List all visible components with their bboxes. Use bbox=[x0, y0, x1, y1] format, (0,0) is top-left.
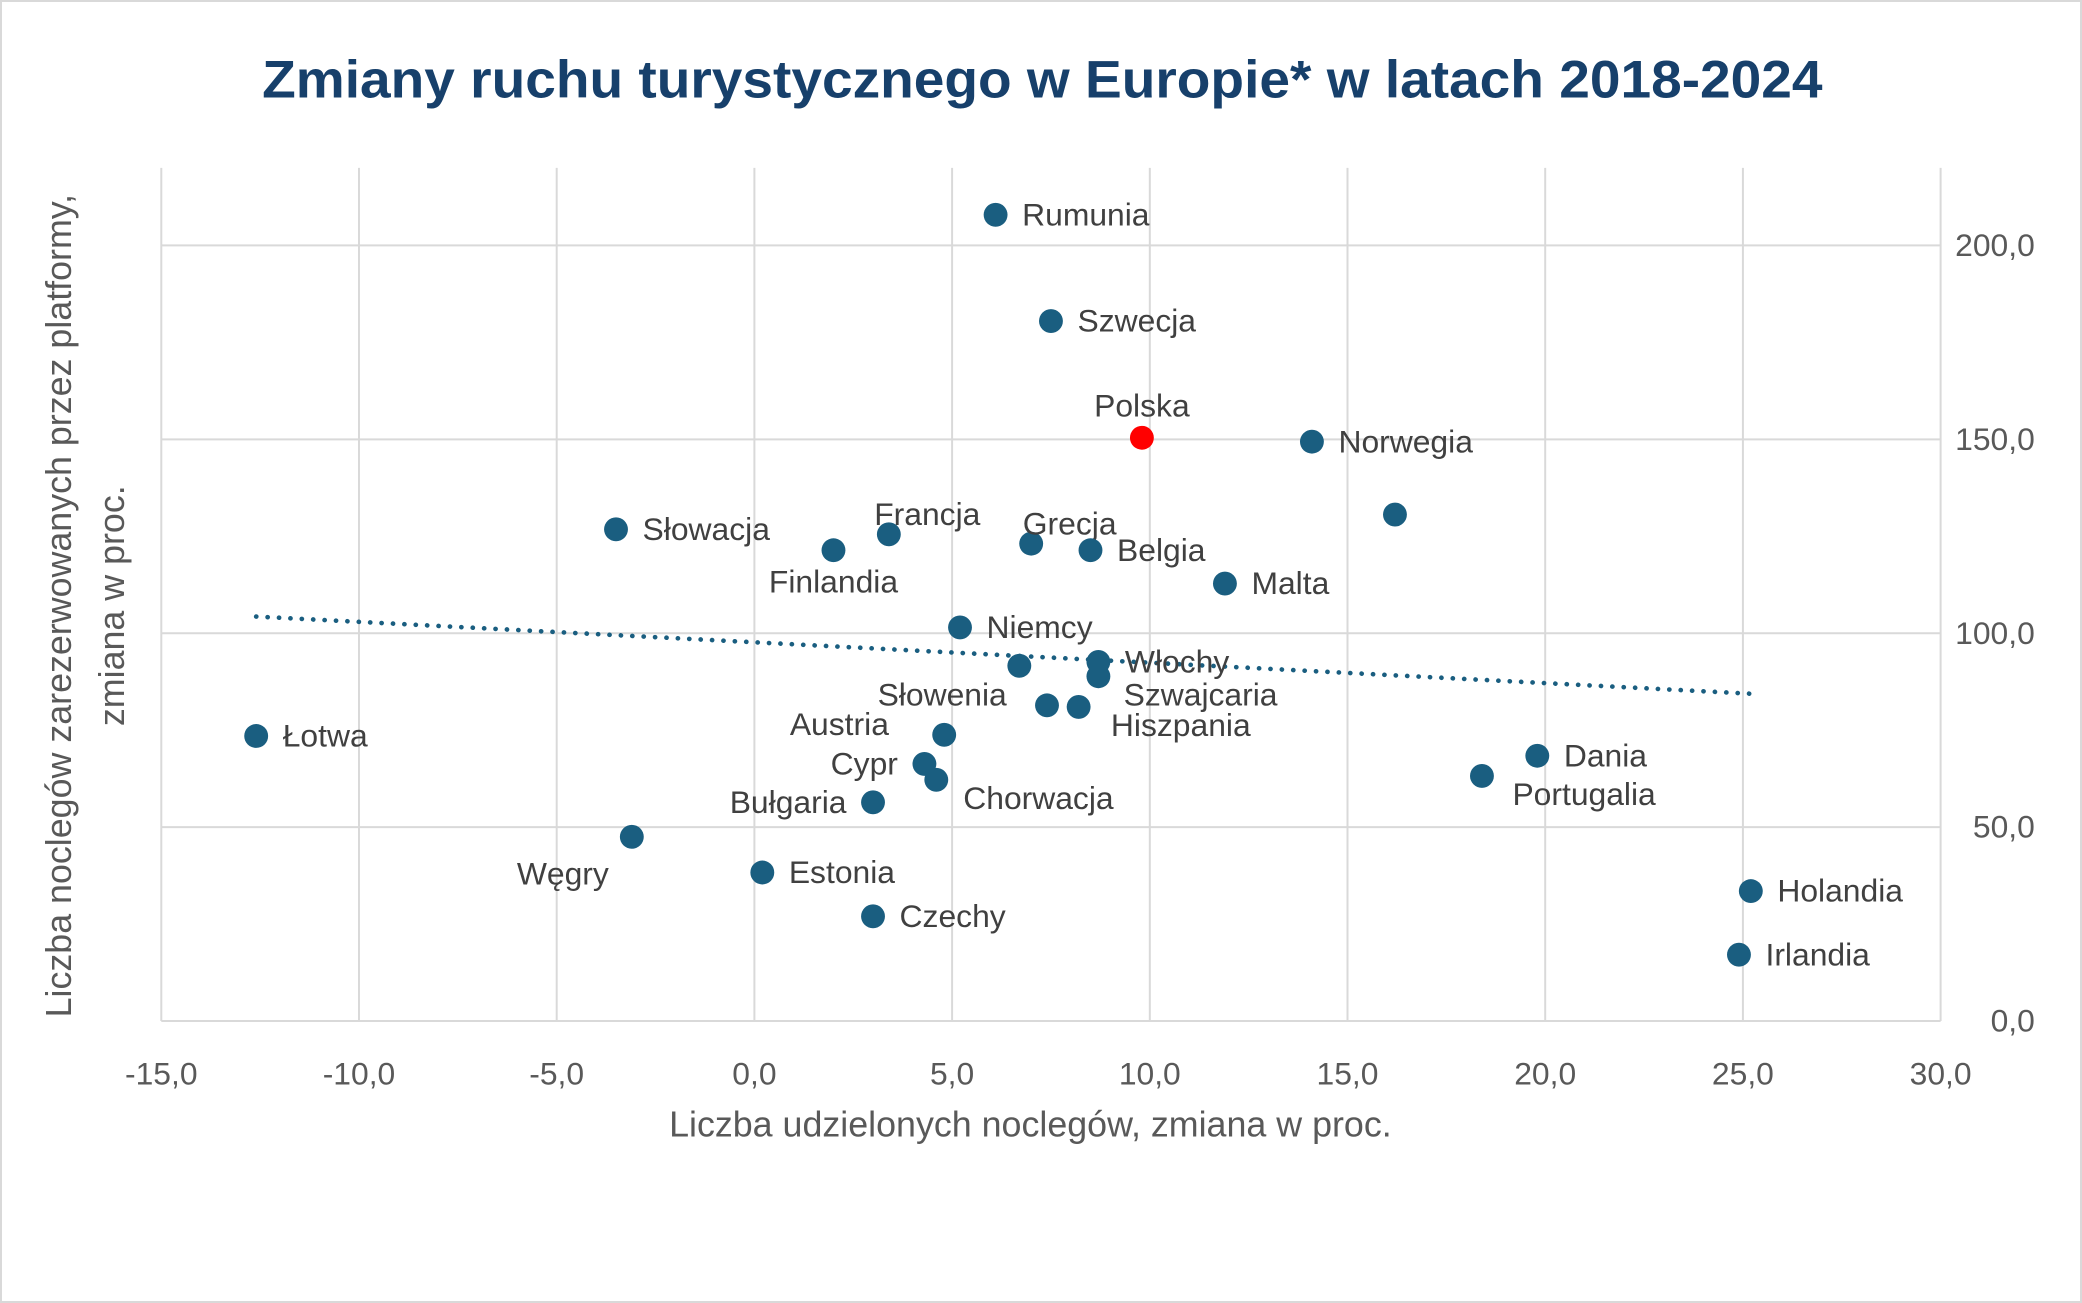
data-label: Bułgaria bbox=[730, 784, 847, 820]
y-axis-label-line-1: Liczba noclegów zarezerwowanych przez pl… bbox=[39, 194, 79, 1017]
y-tick-label: 0,0 bbox=[1991, 1003, 2035, 1039]
x-tick-label: 20,0 bbox=[1514, 1056, 1576, 1092]
trendline bbox=[253, 614, 1754, 697]
data-point bbox=[948, 615, 972, 640]
x-axis-ticks: -15,0 -10,0 -5,0 0,0 5,0 10,0 15,0 20,0 25,0 30,0 bbox=[125, 1056, 1972, 1092]
y-axis-label-line-2: zmiana w proc. bbox=[92, 485, 132, 726]
data-point bbox=[821, 538, 846, 563]
data-point bbox=[244, 724, 269, 748]
data-label: Dania bbox=[1564, 737, 1647, 773]
data-point bbox=[1129, 425, 1154, 450]
data-point bbox=[1299, 429, 1324, 454]
data-label: Irlandia bbox=[1765, 936, 1870, 972]
y-axis-ticks: 0,0 50,0 100,0 150,0 200,0 bbox=[1955, 227, 2035, 1039]
data-point bbox=[1727, 942, 1751, 967]
data-point bbox=[924, 767, 949, 792]
data-label: Łotwa bbox=[283, 718, 368, 754]
data-label: Rumunia bbox=[1022, 196, 1150, 232]
data-point bbox=[1383, 502, 1407, 527]
data-label: Słowenia bbox=[878, 676, 1007, 712]
data-label: Portugalia bbox=[1512, 776, 1656, 812]
trendline-path bbox=[253, 614, 1754, 697]
gridlines bbox=[160, 167, 1942, 1023]
x-tick-label: -15,0 bbox=[125, 1056, 198, 1092]
data-point bbox=[1525, 743, 1550, 768]
y-tick-label: 50,0 bbox=[1973, 809, 2035, 845]
data-point bbox=[876, 522, 901, 547]
x-tick-label: -5,0 bbox=[529, 1056, 584, 1092]
data-point bbox=[1039, 309, 1063, 333]
y-tick-label: 200,0 bbox=[1955, 227, 2035, 263]
data-label: Niemcy bbox=[987, 609, 1093, 645]
data-label: Holandia bbox=[1777, 873, 1903, 909]
y-tick-label: 150,0 bbox=[1955, 421, 2035, 457]
x-tick-label: 25,0 bbox=[1712, 1056, 1774, 1092]
data-label: Malta bbox=[1251, 565, 1329, 601]
data-point bbox=[1086, 664, 1111, 689]
x-tick-label: 15,0 bbox=[1317, 1056, 1379, 1092]
data-point bbox=[750, 860, 775, 885]
data-label: Grecja bbox=[1023, 505, 1117, 541]
data-label: Szwajcaria bbox=[1124, 676, 1278, 712]
data-label: Norwegia bbox=[1338, 423, 1473, 459]
data-label: Włochy bbox=[1125, 644, 1229, 680]
data-point bbox=[1212, 571, 1237, 596]
data-point bbox=[1738, 879, 1763, 904]
data-label: Belgia bbox=[1117, 532, 1206, 568]
data-label: Polska bbox=[1094, 388, 1190, 424]
data-label: Finlandia bbox=[769, 564, 898, 600]
data-label: Szwecja bbox=[1077, 303, 1196, 339]
data-point bbox=[604, 517, 628, 542]
data-point bbox=[861, 790, 885, 815]
x-tick-label: 0,0 bbox=[732, 1056, 776, 1092]
y-tick-label: 100,0 bbox=[1955, 615, 2035, 651]
data-point bbox=[1078, 538, 1103, 563]
x-tick-label: 5,0 bbox=[930, 1056, 974, 1092]
data-point bbox=[1007, 653, 1032, 678]
data-label: Słowacja bbox=[643, 511, 771, 547]
x-tick-label: 30,0 bbox=[1910, 1056, 1972, 1092]
data-point bbox=[861, 904, 885, 929]
chart-title: Zmiany ruchu turystycznego w Europie* w … bbox=[262, 51, 1823, 110]
data-point bbox=[1470, 763, 1494, 788]
data-point bbox=[619, 824, 644, 849]
data-label: Czechy bbox=[900, 898, 1006, 934]
data-label: Węgry bbox=[517, 856, 609, 892]
data-label: Francja bbox=[874, 496, 980, 532]
data-label: Estonia bbox=[789, 854, 895, 890]
data-label: Hiszpania bbox=[1111, 707, 1251, 743]
data-point bbox=[983, 202, 1008, 227]
data-point bbox=[1066, 694, 1091, 719]
y-axis-label: Liczba noclegów zarezerwowanych przez pl… bbox=[39, 194, 132, 1017]
data-point bbox=[932, 722, 957, 747]
x-tick-label: 10,0 bbox=[1119, 1056, 1181, 1092]
data-point bbox=[1035, 693, 1059, 718]
data-point bbox=[1019, 531, 1044, 556]
data-label: Cypr bbox=[831, 746, 899, 782]
data-points: Rumunia Szwecja Polska Norwegia Słowacja Fran… bbox=[244, 196, 1903, 972]
data-label: Austria bbox=[790, 706, 889, 742]
x-tick-label: -10,0 bbox=[323, 1056, 396, 1092]
x-axis-label: Liczba udzielonych noclegów, zmiana w pr… bbox=[669, 1104, 1392, 1144]
data-label: Chorwacja bbox=[963, 780, 1114, 816]
